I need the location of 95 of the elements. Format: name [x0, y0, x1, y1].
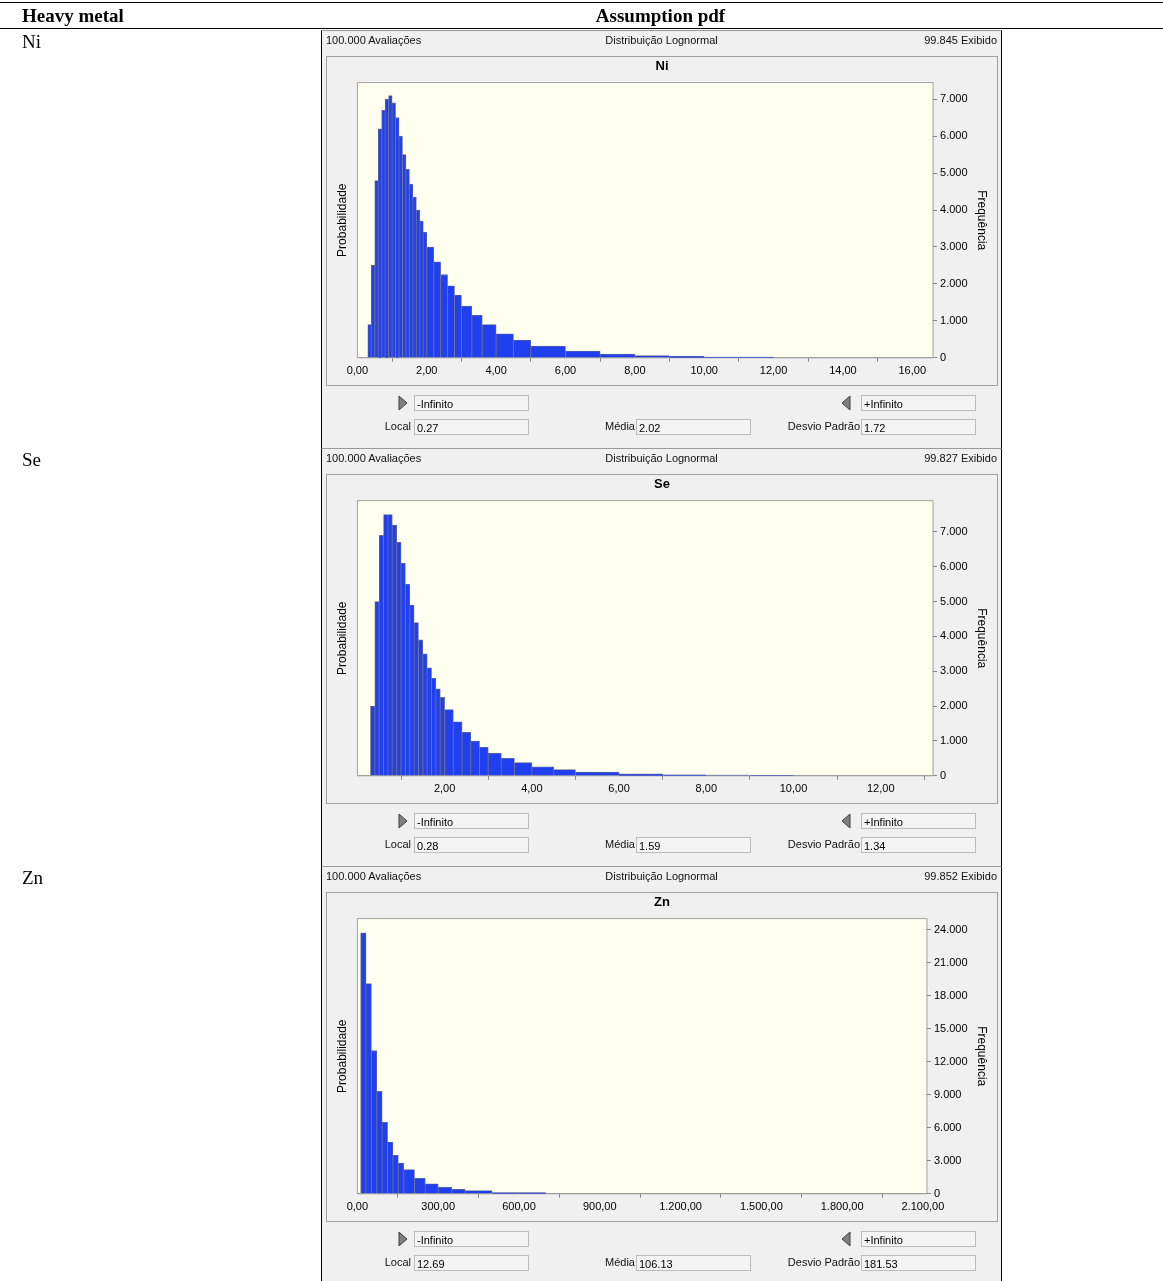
text: 1.72 — [861, 419, 976, 435]
x-tick-label: 8,00 — [695, 782, 717, 795]
text: Desvio Padrão — [787, 1256, 860, 1268]
x-tick-label: 4,00 — [521, 782, 543, 795]
y2-tick-label: 0 — [940, 768, 947, 781]
y2-tick-label: 12.000 — [933, 1054, 968, 1067]
chart-title: Ni — [655, 58, 669, 74]
x-tick-label: 10,00 — [690, 364, 718, 377]
x-tick-label: 1.200,00 — [659, 1200, 702, 1213]
x-tick-label: 4,00 — [485, 364, 507, 377]
text: Local — [384, 838, 411, 850]
text: Local — [384, 1256, 411, 1268]
y2-tick-label: 0 — [933, 1186, 941, 1199]
y2-tick-label: 1.000 — [940, 313, 968, 326]
y-axis-title: Probabilidade — [334, 183, 349, 257]
text: 12.69 — [414, 1255, 529, 1271]
y2-axis-title: Frequência — [975, 190, 990, 251]
text: Desvio Padrão — [787, 838, 860, 850]
y2-tick-label: 5.000 — [940, 166, 968, 179]
text: 99.827 Exibido — [924, 452, 997, 464]
x-tick-label: 1.800,00 — [820, 1200, 864, 1213]
x-tick-label: 8,00 — [624, 364, 646, 377]
text: +Infinito — [861, 813, 976, 829]
text: Heavy metal — [22, 5, 124, 27]
y2-tick-label: 3.000 — [940, 664, 968, 677]
chart-title: Se — [654, 476, 670, 492]
y2-tick-label: 1.000 — [940, 734, 968, 746]
text: 100.000 Avaliações — [326, 870, 422, 882]
x-tick-label: 16,00 — [898, 364, 927, 377]
y2-tick-label: 6.000 — [940, 559, 968, 572]
text: Distribuição Lognormal — [605, 452, 718, 464]
text: Desvio Padrão — [787, 420, 860, 432]
text: +Infinito — [861, 1231, 976, 1247]
y2-tick-label: 6.000 — [940, 129, 968, 142]
text: Se — [22, 449, 41, 471]
text: Distribuição Lognormal — [605, 34, 718, 46]
text: Distribuição Lognormal — [605, 870, 718, 882]
y2-tick-label: 2.000 — [940, 276, 968, 289]
x-tick-label: 900,00 — [582, 1200, 617, 1213]
x-tick-label: 12,00 — [759, 364, 788, 377]
text: 99.845 Exibido — [924, 34, 997, 46]
x-tick-label: 0,00 — [346, 364, 369, 377]
text: Média — [605, 1256, 635, 1268]
y2-tick-label: 3.000 — [933, 1153, 962, 1166]
text: 0.27 — [414, 419, 529, 435]
x-tick-label: 10,00 — [779, 782, 808, 795]
x-tick-label: 6,00 — [608, 782, 630, 795]
text: -Infinito — [414, 1231, 529, 1247]
y2-tick-label: 7.000 — [940, 92, 968, 105]
text: Média — [605, 420, 635, 432]
text: Local — [384, 420, 411, 432]
y2-tick-label: 4.000 — [940, 203, 968, 216]
text: -Infinito — [414, 395, 529, 411]
text: 100.000 Avaliações — [326, 452, 422, 464]
text: +Infinito — [861, 395, 976, 411]
y2-axis-title: Frequência — [975, 608, 990, 669]
x-tick-label: 2,00 — [433, 782, 456, 795]
text: -Infinito — [414, 813, 529, 829]
x-tick-label: 12,00 — [866, 782, 895, 795]
y2-tick-label: 18.000 — [933, 988, 968, 1001]
x-tick-label: 0,00 — [346, 1200, 369, 1213]
y2-tick-label: 4.000 — [940, 629, 968, 642]
y2-tick-label: 15.000 — [933, 1021, 968, 1034]
x-tick-label: 6,00 — [554, 364, 577, 377]
text: 99.852 Exibido — [924, 870, 997, 882]
y2-tick-label: 24.000 — [933, 922, 968, 935]
y-axis-title: Probabilidade — [334, 1019, 349, 1093]
text: 1.59 — [636, 837, 751, 853]
text: 181.53 — [861, 1255, 976, 1271]
y2-tick-label: 5.000 — [940, 594, 968, 607]
y2-tick-label: 0 — [940, 350, 947, 363]
y2-tick-label: 7.000 — [940, 524, 968, 537]
y-axis-title: Probabilidade — [334, 601, 349, 675]
text: Média — [605, 838, 635, 850]
x-tick-label: 600,00 — [502, 1200, 536, 1213]
text: 100.000 Avaliações — [326, 34, 422, 46]
text: Zn — [22, 867, 44, 889]
text: 1.34 — [861, 837, 976, 853]
text: 0.28 — [414, 837, 529, 853]
x-tick-label: 2,00 — [416, 364, 438, 377]
x-tick-label: 14,00 — [829, 364, 857, 377]
y2-tick-label: 21.000 — [933, 955, 968, 968]
text: 106.13 — [636, 1255, 751, 1271]
text: Assumption pdf — [594, 5, 727, 27]
y2-axis-title: Frequência — [975, 1026, 990, 1087]
x-tick-label: 300,00 — [421, 1200, 456, 1213]
text: 2.02 — [636, 419, 751, 435]
y2-tick-label: 3.000 — [940, 240, 968, 253]
text: Ni — [22, 31, 41, 53]
y2-tick-label: 6.000 — [933, 1120, 962, 1133]
x-tick-label: 1.500,00 — [739, 1200, 783, 1213]
y2-tick-label: 2.000 — [940, 699, 968, 712]
x-tick-label: 2.100,00 — [901, 1200, 945, 1213]
chart-title: Zn — [654, 894, 670, 910]
y2-tick-label: 9.000 — [933, 1087, 962, 1100]
